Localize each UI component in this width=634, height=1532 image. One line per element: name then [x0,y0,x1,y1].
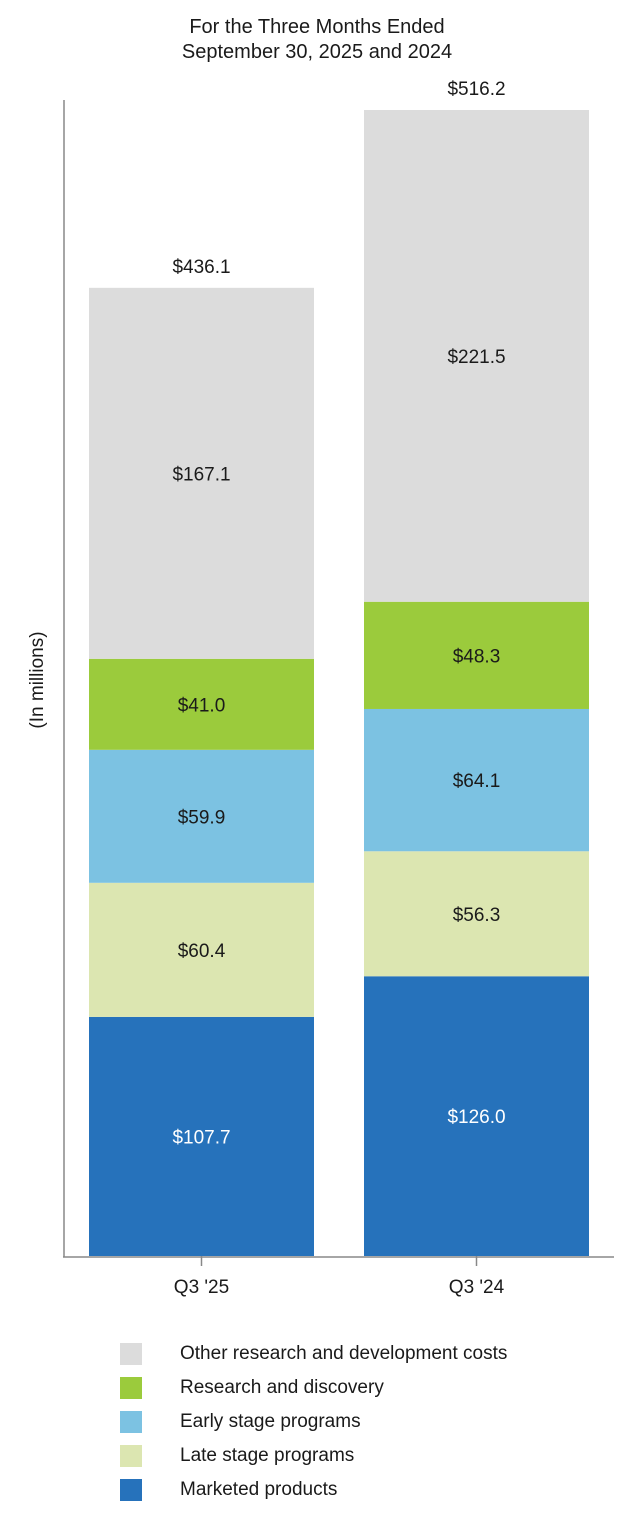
legend-item: Other research and development costs [120,1337,507,1371]
legend-label: Late stage programs [180,1445,355,1466]
segment-value-label: $107.7 [172,1127,230,1148]
segment-value-label: $59.9 [178,807,226,828]
legend-item: Marketed products [120,1473,507,1507]
segment-value-label: $167.1 [172,464,230,485]
bar-segment [89,1016,314,1256]
legend-item: Early stage programs [120,1405,507,1439]
segment-value-label: $126.0 [447,1107,505,1128]
legend-swatch [120,1445,142,1467]
legend-swatch [120,1479,142,1501]
bar-segment [89,287,314,659]
legend-label: Early stage programs [180,1411,361,1432]
legend-swatch [120,1411,142,1433]
bar-segment [89,749,314,883]
legend-item: Late stage programs [120,1439,507,1473]
legend-label: Research and discovery [180,1377,384,1398]
legend-item: Research and discovery [120,1371,507,1405]
bar-segment [364,708,589,852]
bar-total-label: $436.1 [172,257,230,278]
bar-segment [364,601,589,709]
segment-value-label: $41.0 [178,695,226,716]
legend-swatch [120,1343,142,1365]
chart-title-line-1: For the Three Months Ended [189,16,445,38]
segment-value-label: $64.1 [453,771,501,792]
legend-label: Marketed products [180,1479,338,1500]
legend-label: Other research and development costs [180,1343,508,1364]
x-tick-label: Q3 '24 [449,1277,505,1298]
bar-segment [89,658,314,750]
bar-segment [89,882,314,1017]
segment-value-label: $56.3 [453,905,501,926]
bar-segment [364,851,589,977]
bar-segment [364,976,589,1256]
x-tick-label: Q3 '25 [174,1277,229,1298]
stacked-bar-chart: $107.7 $60.4 $59.9 $41.0 $167.1 $436.1 Q3 '25 $… [63,79,614,1298]
bar-segment [364,110,589,602]
segment-value-label: $48.3 [453,646,501,667]
segment-value-label: $221.5 [447,347,505,368]
chart-title-line-2: September 30, 2025 and 2024 [181,41,453,63]
bar-total-label: $516.2 [447,79,505,100]
segment-value-label: $60.4 [178,941,226,962]
legend-swatch [120,1377,142,1399]
legend: Other research and development costs Rese… [120,1337,507,1507]
